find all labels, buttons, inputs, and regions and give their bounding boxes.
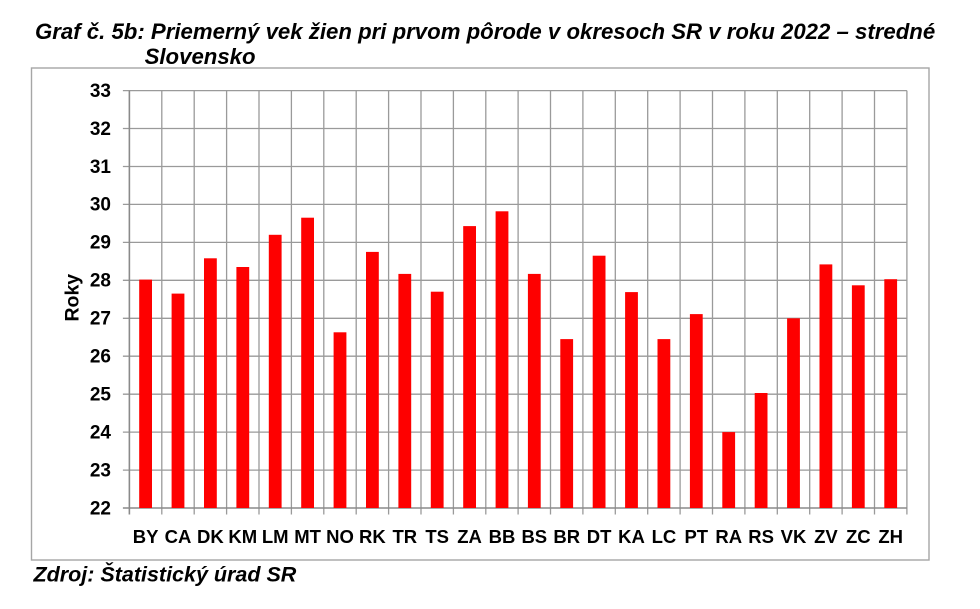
svg-text:KA: KA: [618, 526, 645, 547]
svg-text:DT: DT: [587, 526, 612, 547]
svg-text:24: 24: [90, 422, 112, 443]
svg-text:TS: TS: [425, 526, 449, 547]
svg-text:DK: DK: [197, 526, 224, 547]
svg-text:ZC: ZC: [846, 526, 871, 547]
svg-text:29: 29: [90, 233, 111, 254]
svg-text:RA: RA: [715, 526, 742, 547]
svg-text:Graf č. 5b: Priemerný vek žien: Graf č. 5b: Priemerný vek žien pri prvom…: [35, 19, 935, 44]
svg-text:Zdroj: Štatistický úrad SR: Zdroj: Štatistický úrad SR: [33, 562, 297, 587]
svg-text:26: 26: [90, 347, 111, 368]
svg-text:23: 23: [90, 460, 111, 481]
svg-text:28: 28: [90, 271, 111, 292]
svg-text:ZV: ZV: [814, 526, 838, 547]
svg-text:33: 33: [90, 81, 111, 102]
svg-text:Roky: Roky: [62, 274, 84, 322]
svg-text:LM: LM: [262, 526, 289, 547]
svg-text:RS: RS: [748, 526, 774, 547]
svg-text:32: 32: [90, 119, 111, 140]
svg-text:TR: TR: [392, 526, 417, 547]
svg-text:30: 30: [90, 195, 111, 216]
svg-text:27: 27: [90, 309, 111, 330]
svg-text:LC: LC: [652, 526, 677, 547]
svg-text:PT: PT: [684, 526, 708, 547]
svg-text:NO: NO: [326, 526, 354, 547]
svg-text:ZA: ZA: [457, 526, 482, 547]
svg-text:BY: BY: [133, 526, 159, 547]
svg-text:RK: RK: [359, 526, 386, 547]
svg-text:31: 31: [90, 157, 112, 178]
svg-text:22: 22: [90, 498, 111, 519]
svg-text:VK: VK: [781, 526, 807, 547]
svg-text:25: 25: [90, 385, 112, 406]
svg-text:BB: BB: [489, 526, 516, 547]
svg-text:BR: BR: [553, 526, 580, 547]
svg-text:Slovensko: Slovensko: [145, 44, 256, 69]
svg-text:CA: CA: [165, 526, 192, 547]
svg-text:BS: BS: [521, 526, 547, 547]
svg-text:ZH: ZH: [878, 526, 903, 547]
svg-text:MT: MT: [294, 526, 321, 547]
svg-text:KM: KM: [228, 526, 257, 547]
